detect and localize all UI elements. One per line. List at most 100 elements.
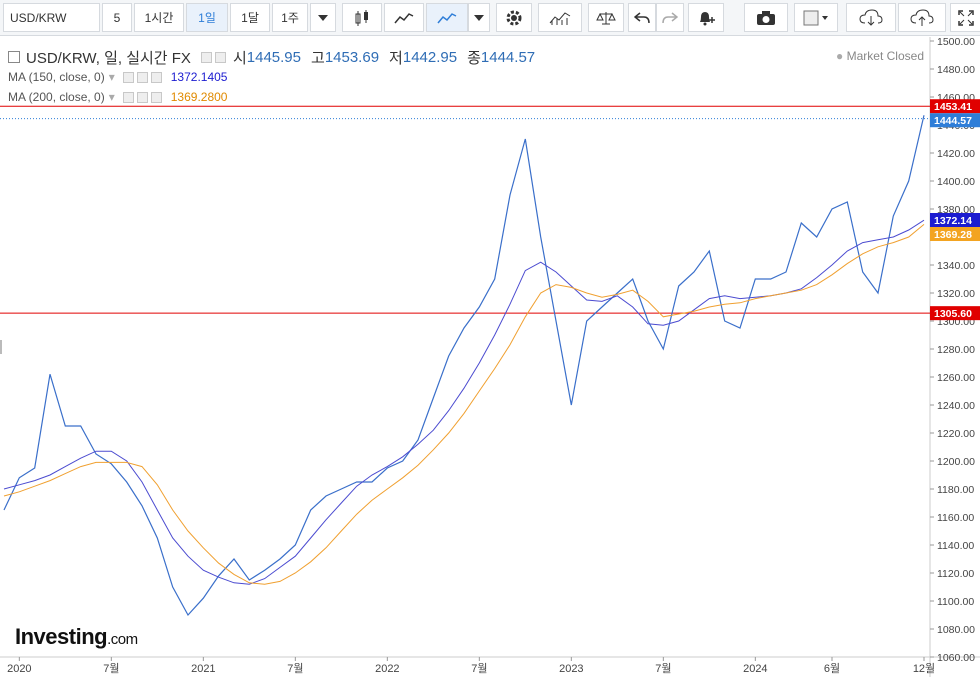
screenshot-button[interactable] — [744, 3, 788, 32]
scale-icon — [596, 11, 616, 24]
y-tick-label: 1480.00 — [937, 64, 975, 76]
candles-icon — [355, 9, 368, 26]
y-tick-label: 1100.00 — [937, 596, 974, 608]
y-tick-label: 1060.00 — [937, 652, 975, 664]
indicators-button[interactable] — [538, 3, 582, 32]
redo-button[interactable] — [656, 3, 684, 32]
visibility-eye-icon[interactable] — [200, 49, 215, 66]
y-tick-label: 1380.00 — [937, 204, 975, 216]
interval-1h[interactable]: 1시간 — [134, 3, 184, 32]
y-tick-label: 1280.00 — [937, 344, 975, 356]
undo-button[interactable] — [628, 3, 656, 32]
y-tick-label: 1120.00 — [937, 568, 974, 580]
ma200-line — [3, 224, 925, 585]
x-tick-label: 2021 — [191, 663, 215, 675]
chart-legend: USD/KRW, 일, 실시간 FX 시 1445.95 고 1453.69 저 14… — [8, 47, 535, 107]
alert-button[interactable] — [688, 3, 724, 32]
load-layout-button[interactable] — [846, 3, 896, 32]
x-tick-label: 2023 — [559, 663, 583, 675]
line-chart-icon — [437, 12, 457, 23]
toolbar: USD/KRW 5 1시간 1일 1달 1주 — [0, 0, 980, 36]
low-label: 저 — [389, 49, 403, 67]
interval-1w[interactable]: 1주 — [272, 3, 308, 32]
hline-price-label-bg — [930, 306, 980, 321]
collapse-toggle-icon[interactable] — [8, 51, 20, 63]
last-price-label-bg — [930, 113, 980, 128]
save-layout-button[interactable] — [898, 3, 946, 32]
compare-button[interactable] — [588, 3, 624, 32]
y-tick-label: 1220.00 — [937, 428, 975, 440]
chevron-down-icon — [318, 14, 328, 21]
x-tick-label: 6월 — [824, 662, 840, 675]
indicators-icon — [549, 11, 571, 25]
y-tick-label: 1080.00 — [937, 624, 975, 636]
close-label: 종 — [467, 49, 481, 67]
ma150-price-label: 1372.14 — [934, 215, 972, 227]
bell-plus-icon — [700, 11, 715, 25]
fullscreen-button[interactable] — [950, 3, 980, 32]
legend-ma150-row: MA (150, close, 0) ▾ 1372.1405 — [8, 67, 535, 87]
interval-dropdown[interactable] — [310, 3, 336, 32]
price-line — [3, 115, 925, 617]
ma150-settings-icon[interactable] — [136, 71, 148, 83]
open-label: 시 — [232, 49, 247, 67]
legend-title: USD/KRW, 일, 실시간 FX — [26, 49, 191, 67]
candles-button[interactable] — [342, 3, 382, 32]
high-label: 고 — [311, 49, 325, 67]
interval-5[interactable]: 5 — [102, 3, 132, 32]
ma150-value: 1372.1405 — [170, 70, 228, 84]
x-tick-label: 7월 — [655, 662, 671, 675]
chevron-down-icon — [474, 14, 484, 21]
legend-main-row: USD/KRW, 일, 실시간 FX 시 1445.95 고 1453.69 저 14… — [8, 47, 535, 67]
settings-button[interactable] — [496, 3, 532, 32]
fill-color-button[interactable] — [794, 3, 838, 32]
ma150-close-icon[interactable] — [150, 71, 162, 83]
undo-icon — [634, 11, 650, 23]
area-chart-button[interactable] — [384, 3, 424, 32]
y-tick-label: 1160.00 — [937, 512, 974, 524]
color-square-icon — [803, 10, 828, 25]
investing-logo: Investing.com — [15, 624, 138, 649]
open-value: 1445.95 — [246, 48, 301, 66]
x-tick-label: 2020 — [7, 663, 31, 675]
y-tick-label: 1260.00 — [937, 372, 975, 384]
market-status: ● Market Closed — [836, 49, 924, 63]
ma200-price-label: 1369.28 — [934, 229, 972, 241]
settings-small-icon[interactable] — [214, 49, 229, 66]
last-price-label: 1444.57 — [934, 115, 972, 127]
hline-price-label-bg — [930, 99, 980, 114]
ma150-price-label-bg — [930, 213, 980, 228]
symbol-input[interactable]: USD/KRW — [3, 3, 100, 32]
chart-type-dropdown[interactable] — [468, 3, 490, 32]
ma150-eye-icon[interactable] — [122, 71, 134, 83]
gear-icon — [506, 10, 522, 25]
y-tick-label: 1320.00 — [937, 288, 975, 300]
ma200-dropdown-icon[interactable]: ▾ — [108, 90, 115, 104]
y-tick-label: 1200.00 — [937, 456, 975, 468]
cloud-download-icon — [859, 8, 883, 26]
x-tick-label: 7월 — [103, 662, 119, 675]
low-value: 1442.95 — [402, 48, 458, 66]
x-tick-label: 7월 — [471, 662, 487, 675]
close-value: 1444.57 — [480, 48, 536, 66]
redo-icon — [662, 11, 678, 23]
ma200-settings-icon[interactable] — [136, 91, 148, 103]
ma200-price-label-bg — [930, 227, 980, 242]
ma150-label: MA (150, close, 0) — [8, 70, 105, 84]
ma200-close-icon[interactable] — [150, 91, 162, 103]
left-edge-handle[interactable] — [0, 340, 3, 354]
ma200-eye-icon[interactable] — [122, 91, 134, 103]
cloud-upload-icon — [910, 8, 934, 26]
y-tick-label: 1240.00 — [937, 400, 975, 412]
interval-1mo[interactable]: 1달 — [230, 3, 270, 32]
ma150-dropdown-icon[interactable]: ▾ — [108, 70, 115, 84]
area-chart-icon — [394, 12, 414, 23]
y-tick-label: 1340.00 — [937, 260, 975, 272]
line-chart-button[interactable] — [426, 3, 468, 32]
x-tick-label: 12월 — [913, 662, 935, 675]
y-tick-label: 1500.00 — [937, 37, 975, 48]
interval-1d[interactable]: 1일 — [186, 3, 228, 32]
price-chart[interactable]: 1500.001480.001460.001440.001420.001400.… — [0, 37, 980, 677]
y-tick-label: 1420.00 — [937, 148, 975, 160]
hline-price-label: 1305.60 — [934, 308, 972, 320]
